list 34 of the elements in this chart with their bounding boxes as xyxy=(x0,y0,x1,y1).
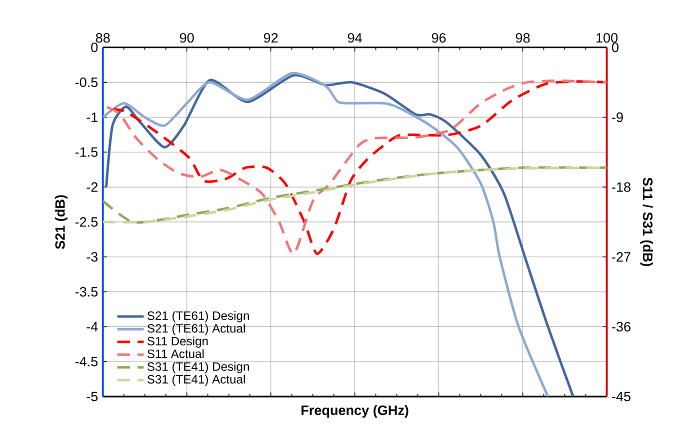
y2-tick-label: -45 xyxy=(612,392,630,402)
y-tick-label: -2 xyxy=(86,182,98,192)
y-tick-label: -4 xyxy=(86,322,98,332)
y-tick-label: -5 xyxy=(86,392,98,402)
y-axis-title: S21 (dB) xyxy=(54,195,68,249)
x-tick-label: 98 xyxy=(516,32,530,42)
y-tick-label: -3.5 xyxy=(75,286,98,296)
y-tick-label: -1 xyxy=(86,112,98,122)
legend-label: S31 (TE41) Design xyxy=(147,362,249,374)
y-tick-label: 0 xyxy=(91,42,98,52)
legend-label: S11 Design xyxy=(147,336,208,348)
y2-tick-label: 0 xyxy=(612,42,618,52)
x-tick-label: 90 xyxy=(180,32,194,42)
y2-tick-label: -36 xyxy=(612,322,630,332)
line-series xyxy=(102,166,607,224)
legend-label: S11 Actual xyxy=(147,349,204,358)
y2-axis-title: S11 / S31 (dB) xyxy=(640,177,653,266)
x-tick-label: 96 xyxy=(432,32,446,42)
y2-tick-label: -9 xyxy=(612,112,623,122)
x-tick-label: 88 xyxy=(96,32,110,42)
legend-label: S21 (TE61) Design xyxy=(147,310,249,322)
y2-tick-label: -18 xyxy=(612,182,630,192)
legend-label: S31 (TE41) Actual xyxy=(147,374,245,386)
y-tick-label: -0.5 xyxy=(75,77,98,87)
x-axis-title: Frequency (GHz) xyxy=(302,404,408,418)
x-tick-label: 94 xyxy=(348,32,362,42)
legend-label: S21 (TE61) Actual xyxy=(147,324,245,335)
y2-tick-label: -27 xyxy=(612,252,630,262)
y-tick-label: -4.5 xyxy=(75,356,98,366)
y-tick-label: -1.5 xyxy=(75,147,98,157)
x-tick-label: 92 xyxy=(264,32,278,42)
x-tick-label: 100 xyxy=(596,32,618,42)
y-tick-label: -2.5 xyxy=(75,216,98,227)
y-tick-label: -3 xyxy=(86,252,98,262)
